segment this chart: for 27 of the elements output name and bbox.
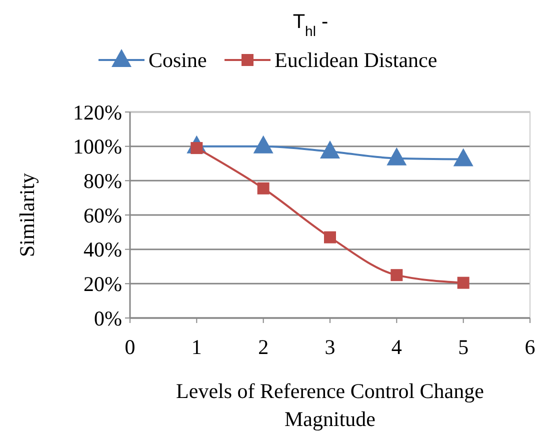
point xyxy=(390,269,403,282)
y-tick-label: 120% xyxy=(73,100,122,124)
x-tick-label: 4 xyxy=(391,335,402,359)
point xyxy=(386,147,407,166)
y-tick-label: 80% xyxy=(84,169,122,194)
y-axis-title: Similarity xyxy=(15,172,39,257)
x-tick-label: 0 xyxy=(124,335,136,359)
point xyxy=(453,148,474,166)
point xyxy=(324,231,336,244)
x-tick-label: 2 xyxy=(258,335,269,359)
x-tick-label: 6 xyxy=(524,335,536,359)
y-tick-label: 60% xyxy=(84,203,122,228)
y-tick-label: 100% xyxy=(73,134,122,159)
x-tick-label: 1 xyxy=(191,335,202,359)
x-tick-label: 3 xyxy=(324,335,336,359)
point xyxy=(457,276,470,289)
y-tick-label: 40% xyxy=(84,238,122,262)
legend-label: Cosine xyxy=(148,48,207,72)
y-tick-label: 20% xyxy=(84,272,122,296)
x-axis-title: Levels of Reference Control Change Magnitude xyxy=(176,379,484,431)
chart-title: T$_{hl}$ - xyxy=(292,11,328,39)
x-tick-label: 5 xyxy=(458,335,469,359)
point xyxy=(253,135,274,154)
legend-label: Euclidean Distance xyxy=(274,48,438,72)
point xyxy=(320,140,340,158)
point xyxy=(257,182,270,194)
y-tick-label: 0% xyxy=(94,306,122,330)
